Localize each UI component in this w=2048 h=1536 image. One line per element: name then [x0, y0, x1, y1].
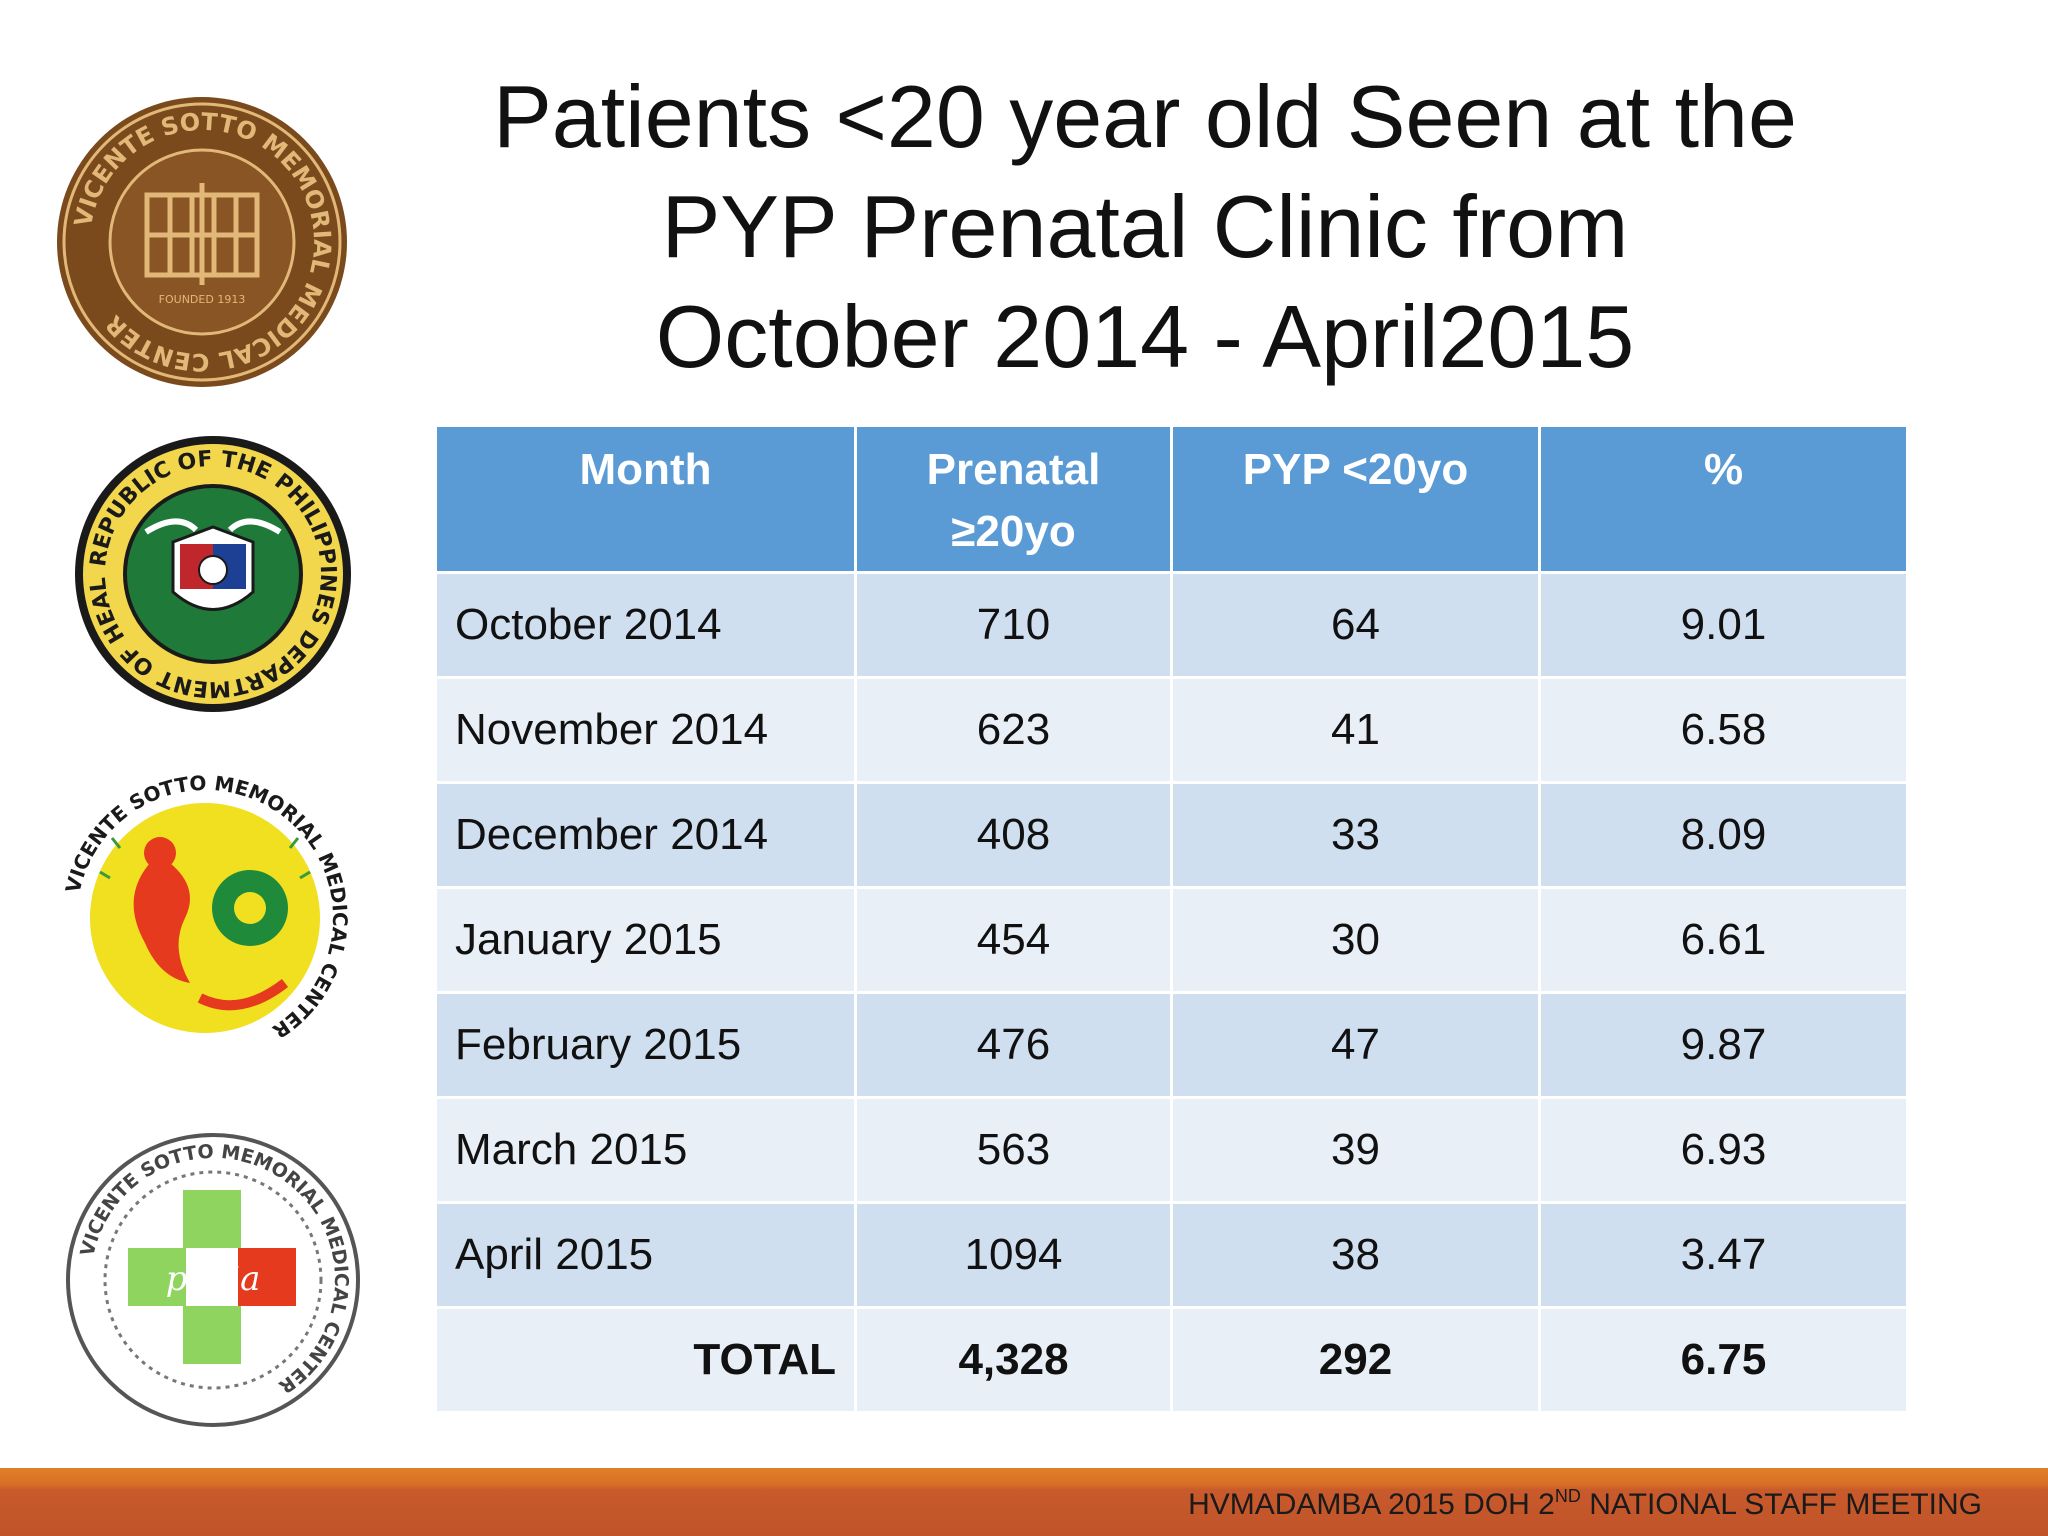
cell-month: December 2014: [434, 781, 857, 889]
header-percent: %: [1538, 424, 1909, 574]
cell-prenatal: 710: [854, 571, 1173, 679]
cell-prenatal: 623: [854, 676, 1173, 784]
title-line-2: PYP Prenatal Clinic from: [661, 177, 1629, 276]
table-header-row: Month Prenatal ≥20yo PYP <20yo %: [434, 424, 1909, 574]
cell-prenatal: 454: [854, 886, 1173, 994]
table-total-row: TOTAL 4,328 292 6.75: [434, 1306, 1909, 1414]
cell-pyp: 33: [1170, 781, 1541, 889]
cell-percent: 3.47: [1538, 1201, 1909, 1309]
svg-text:FOUNDED 1913: FOUNDED 1913: [159, 293, 246, 306]
cell-pyp: 30: [1170, 886, 1541, 994]
department-of-pediatrics-logo-icon: VICENTE SOTTO MEMORIAL MEDICAL CENTER pe…: [66, 1133, 360, 1427]
svg-text:pedia: pedia: [166, 1259, 261, 1299]
cell-prenatal: 408: [854, 781, 1173, 889]
table-row: October 2014 710 64 9.01: [434, 571, 1909, 679]
cell-month: November 2014: [434, 676, 857, 784]
total-pyp: 292: [1170, 1306, 1541, 1414]
cell-percent: 8.09: [1538, 781, 1909, 889]
cell-pyp: 64: [1170, 571, 1541, 679]
vicente-sotto-memorial-medical-center-seal-icon: VICENTE SOTTO MEMORIAL MEDICAL CENTER FO…: [57, 97, 347, 387]
table-row: January 2015 454 30 6.61: [434, 886, 1909, 994]
table-row: March 2015 563 39 6.93: [434, 1096, 1909, 1204]
cell-prenatal: 476: [854, 991, 1173, 1099]
cell-pyp: 47: [1170, 991, 1541, 1099]
title-line-1: Patients <20 year old Seen at the: [493, 67, 1797, 166]
cell-pyp: 41: [1170, 676, 1541, 784]
footer-text-after: NATIONAL STAFF MEETING: [1580, 1488, 1982, 1521]
cell-percent: 9.87: [1538, 991, 1909, 1099]
cell-month: March 2015: [434, 1096, 857, 1204]
footer-text-before: HVMADAMBA 2015 DOH 2: [1188, 1488, 1555, 1521]
footer-credit: HVMADAMBA 2015 DOH 2ND NATIONAL STAFF ME…: [1188, 1486, 1982, 1522]
total-label: TOTAL: [434, 1306, 857, 1414]
cell-month: February 2015: [434, 991, 857, 1099]
header-pyp: PYP <20yo: [1170, 424, 1541, 574]
footer-superscript: ND: [1554, 1486, 1581, 1506]
footer-band: [0, 1468, 2048, 1536]
prenatal-data-table: Month Prenatal ≥20yo PYP <20yo % October…: [434, 424, 1909, 1414]
table-row: April 2015 1094 38 3.47: [434, 1201, 1909, 1309]
cell-pyp: 39: [1170, 1096, 1541, 1204]
cell-prenatal: 563: [854, 1096, 1173, 1204]
cell-month: April 2015: [434, 1201, 857, 1309]
cell-percent: 9.01: [1538, 571, 1909, 679]
header-prenatal: Prenatal ≥20yo: [854, 424, 1173, 574]
total-percent: 6.75: [1538, 1306, 1909, 1414]
table-row: February 2015 476 47 9.87: [434, 991, 1909, 1099]
cell-month: October 2014: [434, 571, 857, 679]
table-row: December 2014 408 33 8.09: [434, 781, 1909, 889]
slide-title: Patients <20 year old Seen at the PYP Pr…: [420, 62, 1870, 392]
table-row: November 2014 623 41 6.58: [434, 676, 1909, 784]
department-of-health-seal-icon: REPUBLIC OF THE PHILIPPINES DEPARTMENT O…: [68, 432, 351, 712]
header-month: Month: [434, 424, 857, 574]
header-prenatal-line2: ≥20yo: [951, 507, 1076, 556]
cell-prenatal: 1094: [854, 1201, 1173, 1309]
cell-percent: 6.93: [1538, 1096, 1909, 1204]
header-prenatal-line1: Prenatal: [926, 445, 1101, 494]
department-of-obstetrics-and-gynecology-logo-icon: VICENTE SOTTO MEMORIAL MEDICAL CENTER: [60, 771, 352, 1063]
cell-month: January 2015: [434, 886, 857, 994]
total-prenatal: 4,328: [854, 1306, 1173, 1414]
cell-percent: 6.58: [1538, 676, 1909, 784]
cell-pyp: 38: [1170, 1201, 1541, 1309]
title-line-3: October 2014 - April2015: [655, 287, 1635, 386]
cell-percent: 6.61: [1538, 886, 1909, 994]
